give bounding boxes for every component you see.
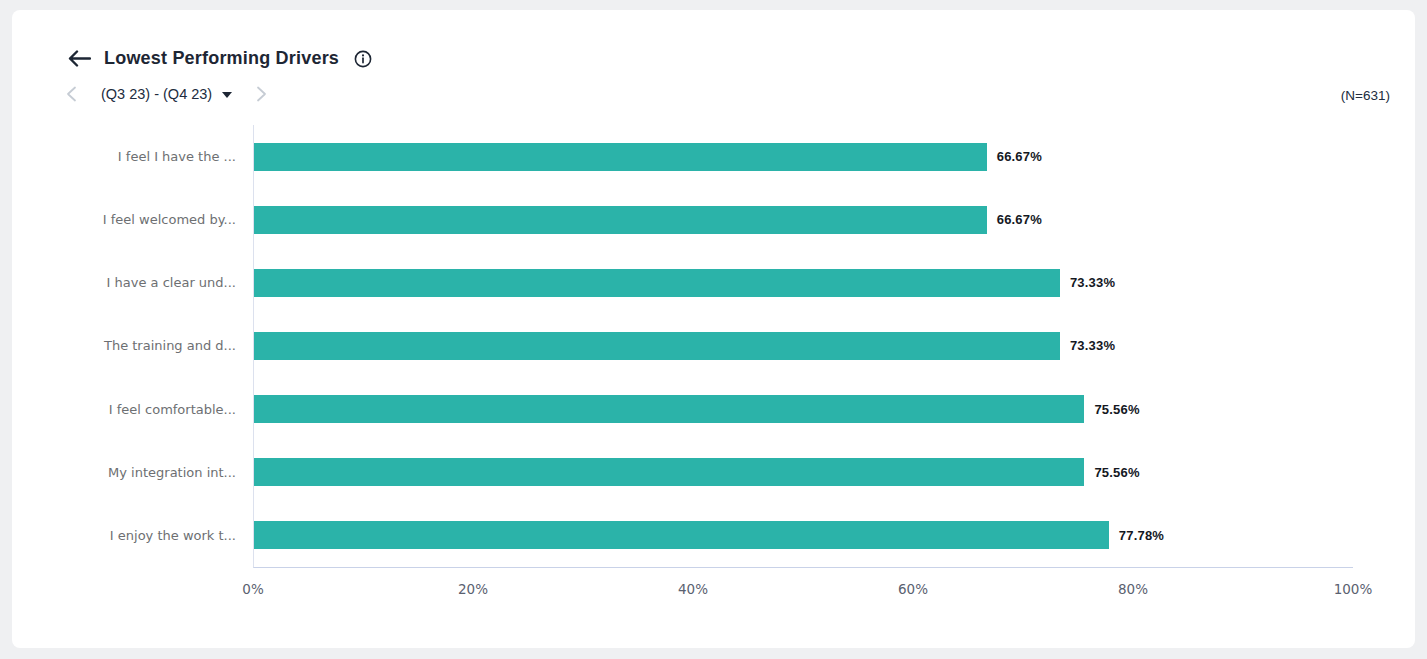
bar[interactable] [254,458,1084,486]
bar[interactable] [254,143,987,171]
page-header: Lowest Performing Drivers [68,48,372,69]
x-tick-label: 0% [242,581,263,597]
x-tick-label: 20% [458,581,488,597]
category-label: I feel comfortable... [109,402,236,417]
x-tick-label: 60% [898,581,928,597]
caret-down-icon[interactable] [222,92,232,98]
bar[interactable] [254,332,1060,360]
x-tick-label: 80% [1118,581,1148,597]
chart-rows: I feel I have the ...66.67%I feel welcom… [253,125,1353,568]
chart-row: My integration int...75.56% [254,441,1353,504]
chart-row: I enjoy the work t...77.78% [254,504,1353,567]
bar-value-label: 73.33% [1070,338,1115,353]
category-label: The training and d... [104,338,236,353]
chart-card: Lowest Performing Drivers (Q3 23) - (Q4 … [12,10,1415,648]
category-label: I feel welcomed by... [103,212,236,227]
sample-size-label: (N=631) [1341,88,1390,103]
bar-value-label: 66.67% [997,149,1042,164]
x-axis-ticks: 0%20%40%60%80%100% [253,581,1353,599]
bar-value-label: 77.78% [1119,528,1164,543]
back-arrow-icon[interactable] [68,50,91,67]
category-label: My integration int... [108,465,236,480]
chart-row: The training and d...73.33% [254,314,1353,377]
bar-value-label: 73.33% [1070,275,1115,290]
bar-value-label: 75.56% [1094,402,1139,417]
chart-row: I feel I have the ...66.67% [254,125,1353,188]
bar[interactable] [254,521,1109,549]
chart-row: I have a clear und...73.33% [254,251,1353,314]
x-tick-label: 40% [678,581,708,597]
period-dropdown-label[interactable]: (Q3 23) - (Q4 23) [101,86,212,102]
bar[interactable] [254,395,1084,423]
category-label: I have a clear und... [107,275,236,290]
chart-row: I feel welcomed by...66.67% [254,188,1353,251]
chart-row: I feel comfortable...75.56% [254,378,1353,441]
chevron-left-icon[interactable] [66,86,77,102]
chevron-right-icon[interactable] [256,86,267,102]
page-title: Lowest Performing Drivers [104,48,339,69]
category-label: I enjoy the work t... [110,528,236,543]
info-icon[interactable] [354,50,372,68]
bar-value-label: 75.56% [1094,465,1139,480]
bar[interactable] [254,206,987,234]
category-label: I feel I have the ... [118,149,236,164]
x-tick-label: 100% [1334,581,1373,597]
bar-value-label: 66.67% [997,212,1042,227]
period-selector: (Q3 23) - (Q4 23) [66,86,267,102]
bar[interactable] [254,269,1060,297]
